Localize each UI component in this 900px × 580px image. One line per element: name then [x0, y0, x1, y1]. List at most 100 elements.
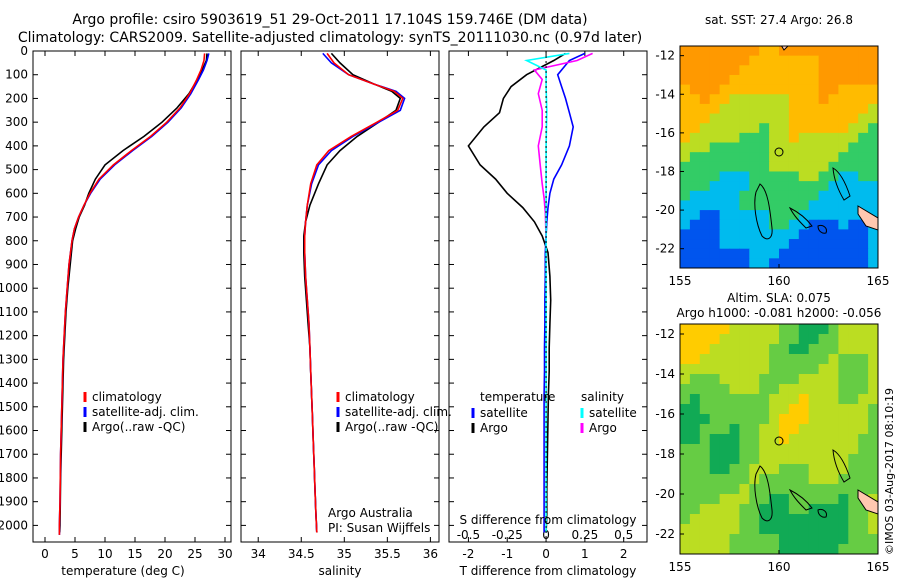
heatmap-cell — [779, 444, 790, 455]
heatmap-cell — [680, 113, 691, 124]
heatmap-cell — [848, 248, 859, 259]
depth-tick-label: 800 — [5, 234, 28, 248]
map-lon-tick-label: 165 — [867, 274, 890, 288]
heatmap-cell — [719, 113, 731, 124]
heatmap-cell — [729, 424, 740, 435]
heatmap-cell — [739, 494, 750, 505]
heatmap-cell — [759, 103, 770, 115]
heatmap-cell — [848, 384, 859, 395]
heatmap-cell — [838, 334, 849, 345]
heatmap-cell — [779, 324, 790, 335]
heatmap-cell — [719, 74, 731, 86]
heatmap-cell — [808, 334, 820, 345]
heatmap-cell — [749, 84, 760, 95]
heatmap-cell — [779, 123, 790, 134]
heatmap-cell — [739, 123, 750, 134]
heatmap-cell — [858, 344, 869, 355]
heatmap-cell — [749, 142, 760, 153]
heatmap-cell — [749, 434, 760, 445]
heatmap-cell — [779, 152, 790, 163]
heatmap-cell — [868, 123, 878, 134]
heatmap-cell — [739, 374, 750, 385]
heatmap-cell — [769, 504, 780, 515]
heatmap-cell — [689, 424, 701, 435]
heatmap-cell — [759, 258, 770, 268]
heatmap-cell — [818, 454, 830, 465]
heatmap-cell — [788, 113, 800, 124]
heatmap-cell — [779, 514, 790, 525]
heatmap-cell — [759, 434, 770, 445]
heatmap-cell — [808, 504, 820, 515]
heatmap-cell — [808, 113, 820, 124]
heatmap-cell — [858, 84, 869, 95]
heatmap-cell — [808, 258, 820, 268]
d-xtick-label: 1 — [581, 547, 589, 561]
heatmap-cell — [808, 494, 820, 505]
heatmap-cell — [798, 374, 810, 385]
heatmap-cell — [858, 248, 869, 259]
heatmap-cell — [680, 434, 691, 445]
heatmap-cell — [719, 152, 731, 163]
heatmap-cell — [858, 229, 869, 240]
heatmap-cell — [808, 464, 820, 475]
heatmap-cell — [769, 123, 780, 134]
heatmap-cell — [689, 74, 701, 86]
heatmap-cell — [739, 55, 750, 66]
legend-group-title: salinity — [581, 390, 624, 404]
heatmap-cell — [769, 344, 780, 355]
heatmap-cell — [818, 324, 830, 335]
heatmap-cell — [779, 414, 790, 425]
heatmap-cell — [779, 434, 790, 445]
heatmap-cell — [749, 74, 760, 86]
heatmap-cell — [719, 374, 731, 385]
heatmap-cell — [749, 514, 760, 525]
heatmap-cell — [868, 94, 878, 105]
heatmap-cell — [699, 161, 711, 173]
heatmap-cell — [680, 181, 691, 192]
heatmap-cell — [689, 239, 701, 250]
heatmap-cell — [828, 404, 839, 415]
heatmap-cell — [719, 494, 731, 505]
heatmap-cell — [769, 65, 780, 76]
heatmap-cell — [858, 424, 869, 435]
heatmap-cell — [739, 484, 750, 495]
depth-tick-label: 700 — [5, 210, 28, 224]
sst-map-axes: 155 160 165 -12 -14 -16 -18 -20 -22 — [655, 49, 889, 288]
heatmap-cell — [808, 414, 820, 425]
heatmap-cell — [689, 334, 701, 345]
heatmap-cell — [709, 324, 721, 335]
legend-label: climatology — [345, 390, 415, 404]
heatmap-cell — [680, 84, 691, 95]
heatmap-cell — [709, 334, 721, 345]
heatmap-cell — [838, 464, 849, 475]
heatmap-cell — [729, 219, 740, 230]
heatmap-cell — [739, 454, 750, 465]
heatmap-cell — [788, 414, 800, 425]
heatmap-cell — [699, 464, 711, 475]
heatmap-cell — [788, 384, 800, 395]
heatmap-cell — [868, 464, 878, 475]
heatmap-cell — [798, 534, 810, 545]
heatmap-cell — [719, 132, 731, 144]
heatmap-cell — [848, 444, 859, 455]
heatmap-cell — [739, 504, 750, 515]
heatmap-cell — [868, 414, 878, 425]
heatmap-cell — [749, 444, 760, 455]
heatmap-cell — [680, 142, 691, 153]
heatmap-cell — [739, 474, 750, 485]
heatmap-cell — [868, 74, 878, 86]
s-xtick-label: 34.5 — [288, 547, 315, 561]
heatmap-cell — [818, 414, 830, 425]
heatmap-cell — [838, 524, 849, 535]
depth-tick-label: 200 — [5, 91, 28, 105]
heatmap-cell — [759, 444, 770, 455]
heatmap-cell — [680, 258, 691, 268]
heatmap-cell — [828, 374, 839, 385]
heatmap-cell — [868, 46, 878, 57]
heatmap-cell — [788, 474, 800, 485]
heatmap-cell — [729, 103, 740, 115]
heatmap-cell — [769, 524, 780, 535]
heatmap-cell — [848, 474, 859, 485]
heatmap-cell — [759, 364, 770, 375]
heatmap-cell — [769, 142, 780, 153]
